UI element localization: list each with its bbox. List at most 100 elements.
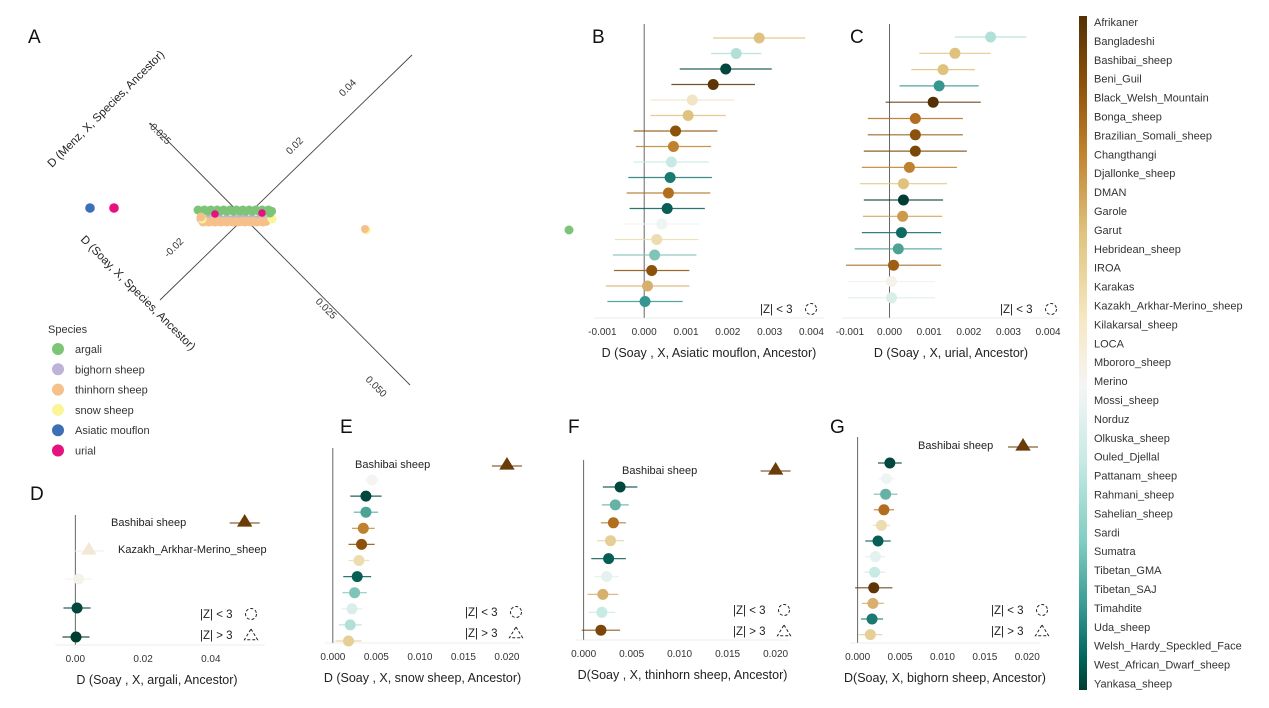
- z-legend-label: |Z| > 3: [200, 630, 233, 642]
- data-point: [601, 571, 613, 582]
- panel-g: 0.000 0.005 0.010 0.015 0.020 D(Soay, X, bigh…: [844, 437, 1050, 685]
- x-tick-label: 0.015: [451, 652, 476, 663]
- highlight-triangle: [236, 514, 253, 527]
- species-point: [265, 208, 275, 218]
- breed-label: IROA: [1094, 263, 1122, 275]
- x-tick-label: -0.001: [836, 327, 865, 338]
- data-point: [869, 566, 881, 578]
- data-point: [71, 602, 83, 614]
- breed-label: Bonga_sheep: [1094, 112, 1162, 124]
- data-point: [880, 473, 892, 485]
- species-legend-label: thinhorn sheep: [75, 385, 148, 397]
- x-tick-label: 0.015: [972, 652, 997, 663]
- highlight-label: Bashibai sheep: [918, 440, 993, 452]
- data-point: [665, 156, 677, 168]
- breed-label: Rahmani_sheep: [1094, 490, 1174, 502]
- highlight-label: Bashibai sheep: [622, 465, 697, 477]
- z-legend-label: |Z| < 3: [733, 605, 766, 617]
- data-point: [596, 606, 608, 618]
- z-legend-label: |Z| < 3: [1000, 304, 1033, 316]
- breed-label: Bangladeshi: [1094, 36, 1155, 48]
- x-tick-label: 0.001: [917, 327, 942, 338]
- data-point: [872, 535, 884, 547]
- breed-label: Welsh_Hardy_Speckled_Face: [1094, 641, 1242, 653]
- breed-label: Beni_Guil: [1094, 74, 1142, 86]
- species-point: [564, 225, 574, 235]
- z-legend-circle: [245, 608, 257, 620]
- breed-label: Tibetan_GMA: [1094, 565, 1162, 577]
- x-tick-label: 0.010: [407, 652, 432, 663]
- x-axis-label: D(Soay, X, bighorn sheep, Ancestor): [844, 671, 1046, 685]
- x-axis-label: D (Soay , X, urial, Ancestor): [874, 346, 1028, 360]
- data-point: [875, 519, 887, 531]
- data-point: [720, 63, 732, 75]
- breed-label: Black_Welsh_Mountain: [1094, 93, 1209, 105]
- species-legend-swatch: [52, 444, 64, 457]
- data-point: [670, 125, 682, 137]
- panel-letter-b: B: [592, 27, 605, 48]
- panel-letter-f: F: [568, 417, 580, 438]
- breed-label: Brazilian_Somali_sheep: [1094, 130, 1212, 142]
- breed-label: Djallonke_sheep: [1094, 168, 1175, 180]
- species-legend-label: bighorn sheep: [75, 364, 145, 376]
- highlight-triangle: [767, 462, 784, 475]
- x-tick-label: 0.010: [930, 652, 955, 663]
- breed-label: Ouled_Djellal: [1094, 452, 1159, 464]
- breed-label: Timahdite: [1094, 603, 1142, 615]
- z-legend-circle: [510, 606, 522, 618]
- data-point: [909, 129, 921, 141]
- data-point: [70, 631, 82, 643]
- data-point: [642, 280, 654, 292]
- species-legend-title: Species: [48, 324, 88, 336]
- data-point: [639, 296, 651, 307]
- x-tick-label: 0.005: [619, 649, 644, 660]
- species-legend-swatch: [52, 363, 64, 376]
- species-legend-label: Asiatic mouflon: [75, 425, 150, 437]
- data-point: [753, 32, 765, 44]
- z-legend-label: |Z| < 3: [991, 605, 1024, 617]
- data-point: [866, 613, 878, 625]
- panel-a-points: [85, 203, 574, 235]
- panel-a-tick-0-02: 0.02: [284, 135, 306, 157]
- species-legend-label: urial: [75, 446, 96, 458]
- data-point: [897, 210, 909, 222]
- data-point: [605, 535, 617, 547]
- data-point: [909, 145, 921, 157]
- data-point: [888, 259, 900, 271]
- x-tick-label: 0.003: [757, 327, 782, 338]
- data-point: [927, 96, 939, 108]
- breed-label: Afrikaner: [1094, 17, 1138, 29]
- z-legend-label: |Z| < 3: [465, 607, 498, 619]
- data-point: [667, 141, 679, 152]
- x-tick-label: 0.02: [133, 654, 153, 665]
- breed-label: Uda_sheep: [1094, 622, 1150, 634]
- data-point: [360, 490, 372, 502]
- x-tick-label: 0.04: [201, 654, 221, 665]
- breed-label: Kazakh_Arkhar-Merino_sheep: [1094, 301, 1243, 313]
- data-point: [886, 292, 898, 304]
- species-point: [211, 210, 219, 218]
- data-point: [867, 597, 879, 609]
- x-tick-label: 0.020: [763, 649, 788, 660]
- highlight-triangle: [81, 542, 97, 555]
- x-tick-label: 0.015: [715, 649, 740, 660]
- breed-label: Norduz: [1094, 414, 1129, 426]
- data-point: [649, 249, 661, 261]
- data-point: [897, 194, 909, 206]
- panel-a-axis-2-label: D (Soay, X, Species, Ancestor): [78, 234, 198, 354]
- panel-a: 0.04 0.02 -0.025 -0.02 0.025 0.050 D (Me…: [46, 49, 574, 458]
- data-point: [651, 234, 663, 245]
- species-point: [85, 203, 95, 213]
- panel-a-axis-2: [149, 122, 411, 386]
- species-point: [109, 203, 119, 213]
- z-legend-label: |Z| > 3: [733, 626, 766, 638]
- data-point: [609, 499, 621, 511]
- panel-letter-g: G: [830, 417, 845, 438]
- data-point: [656, 218, 668, 230]
- data-point: [707, 79, 719, 90]
- highlight-label: Bashibai sheep: [355, 459, 430, 471]
- panel-d: 0.00 0.02 0.04 D (Soay , X, argali, Ancesto…: [55, 514, 267, 687]
- x-tick-label: -0.001: [588, 327, 617, 338]
- data-point: [909, 113, 921, 124]
- z-legend-triangle: [776, 624, 792, 637]
